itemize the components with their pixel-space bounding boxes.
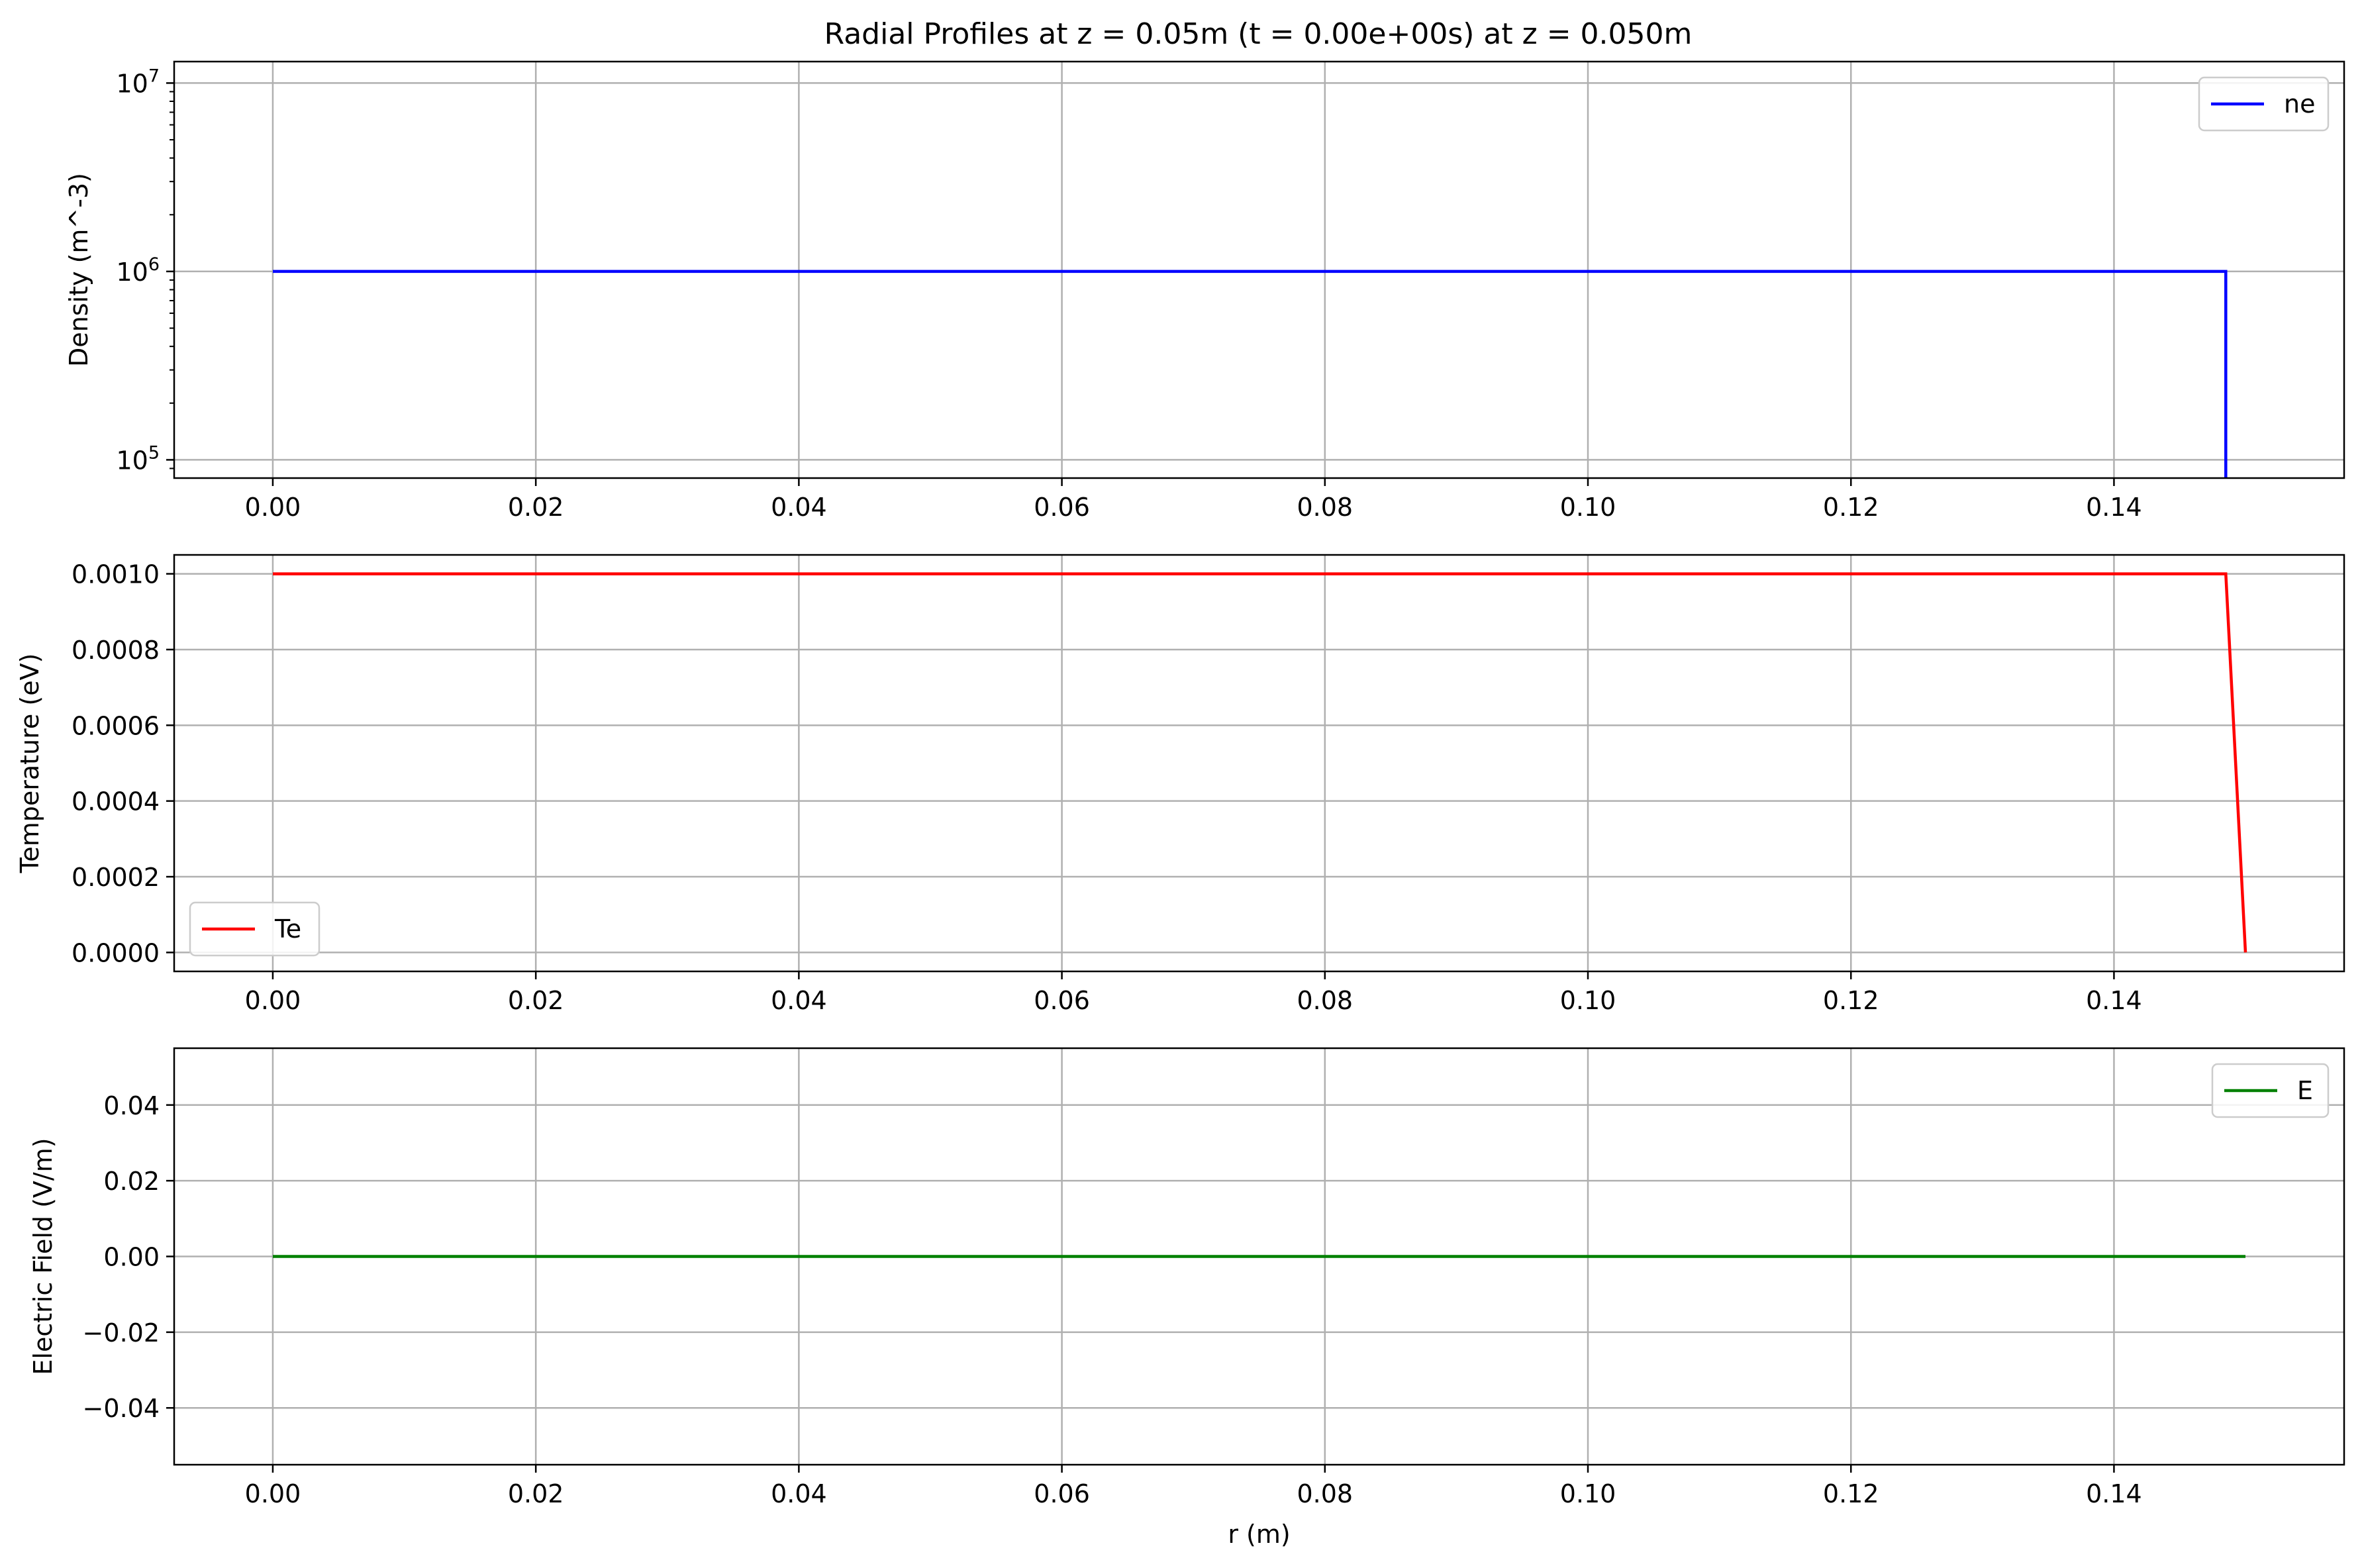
legend: Te: [189, 901, 320, 957]
subplot-3: 0.00 0.02 0.04 0.06 0.08 0.10 0.12 0.14 −0.04 −0.…: [28, 1047, 2345, 1549]
series-line-Te: [273, 572, 2247, 953]
x-tick-label: 0.12: [1823, 986, 1879, 1015]
x-tick-label: 0.02: [508, 493, 564, 522]
axes-frame: [173, 60, 2345, 479]
x-tick-label: 0.02: [508, 986, 564, 1015]
legend-label-Te: Te: [274, 914, 301, 944]
x-tick-label: 0.00: [245, 986, 301, 1015]
x-tick-label: 0.14: [2086, 986, 2142, 1015]
subplot-2: 0.00 0.02 0.04 0.06 0.08 0.10 0.12 0.14 0.0000 0.…: [15, 554, 2345, 1015]
y-tick-label: 0.0006: [72, 711, 160, 740]
x-tick-label: 0.00: [245, 1479, 301, 1508]
y-axis-label: Electric Field (V/m): [28, 1138, 58, 1375]
y-tick-label: 0.0010: [72, 560, 160, 589]
y-tick-label: 0.0004: [72, 787, 160, 816]
y-tick-label: 0.0008: [72, 636, 160, 665]
subplot-1: 0.00 0.02 0.04 0.06 0.08 0.10 0.12 0.14 105 106 10…: [64, 60, 2345, 522]
x-tick-label: 0.04: [771, 1479, 827, 1508]
legend-label-E: E: [2297, 1076, 2313, 1105]
x-tick-label: 0.00: [245, 493, 301, 522]
x-tick-label: 0.14: [2086, 1479, 2142, 1508]
x-tick-label: 0.06: [1034, 1479, 1090, 1508]
axes-frame: [173, 554, 2345, 973]
y-tick-label: 0.0002: [72, 863, 160, 892]
legend-label-ne: ne: [2284, 89, 2315, 119]
y-tick-label: 0.0000: [72, 938, 160, 967]
y-tick-label: −0.02: [83, 1318, 160, 1348]
figure-title: Radial Profiles at z = 0.05m (t = 0.00e+…: [824, 17, 1693, 51]
legend: E: [2211, 1063, 2330, 1118]
x-tick-label: 0.08: [1297, 1479, 1353, 1508]
x-tick-label: 0.14: [2086, 493, 2142, 522]
series-line-ne: [273, 270, 2228, 478]
y-tick-label: 106: [116, 254, 160, 287]
x-tick-label: 0.12: [1823, 1479, 1879, 1508]
x-tick-label: 0.10: [1560, 986, 1616, 1015]
y-axis-label: Temperature (eV): [15, 654, 44, 874]
x-tick-label: 0.12: [1823, 493, 1879, 522]
x-tick-label: 0.04: [771, 493, 827, 522]
y-tick-label: 107: [116, 66, 160, 98]
x-tick-label: 0.10: [1560, 493, 1616, 522]
x-tick-label: 0.08: [1297, 493, 1353, 522]
y-tick-label: 105: [116, 442, 160, 475]
x-tick-label: 0.10: [1560, 1479, 1616, 1508]
y-tick-label: 0.00: [103, 1243, 160, 1272]
x-tick-label: 0.06: [1034, 986, 1090, 1015]
y-tick-label: 0.02: [103, 1167, 160, 1196]
x-tick-label: 0.08: [1297, 986, 1353, 1015]
legend: ne: [2198, 76, 2330, 132]
x-tick-label: 0.06: [1034, 493, 1090, 522]
x-axis-label: r (m): [1228, 1520, 1290, 1549]
x-tick-label: 0.02: [508, 1479, 564, 1508]
x-tick-label: 0.04: [771, 986, 827, 1015]
y-axis-label: Density (m^-3): [64, 173, 93, 367]
y-tick-label: −0.04: [83, 1394, 160, 1423]
subplots: 0.00 0.02 0.04 0.06 0.08 0.10 0.12 0.14 105 106 10…: [15, 60, 2345, 1549]
y-tick-label: 0.04: [103, 1091, 160, 1120]
